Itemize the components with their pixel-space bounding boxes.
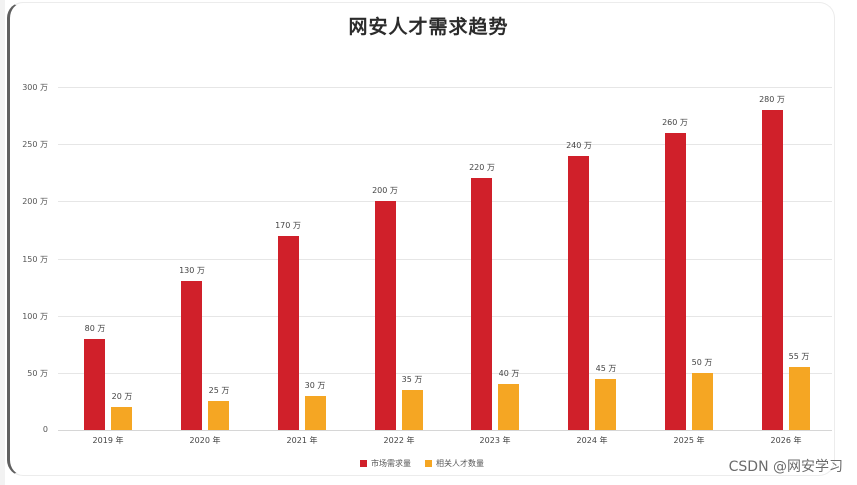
bar-demand[interactable] [762, 110, 783, 430]
bar-talent[interactable] [208, 401, 229, 430]
x-tick-label: 2026 年 [770, 436, 802, 445]
x-tick-label: 2024 年 [576, 436, 608, 445]
gridline [58, 87, 832, 88]
y-tick-label: 100 万 [22, 312, 48, 321]
bar-demand[interactable] [181, 281, 202, 430]
x-tick-label: 2022 年 [383, 436, 415, 445]
x-tick-label: 2019 年 [92, 436, 124, 445]
gridline [58, 316, 832, 317]
bar-demand[interactable] [375, 201, 396, 430]
bar-value-label: 200 万 [372, 186, 398, 195]
bar-value-label: 55 万 [788, 352, 810, 361]
bar-value-label: 30 万 [304, 381, 326, 390]
chart-legend: 市场需求量 相关人才数量 [360, 458, 498, 469]
bar-value-label: 280 万 [759, 95, 785, 104]
bar-value-label: 80 万 [84, 324, 106, 333]
gridline [58, 144, 832, 145]
bar-talent[interactable] [498, 384, 519, 430]
bar-talent[interactable] [789, 367, 810, 430]
bar-value-label: 170 万 [275, 221, 301, 230]
bar-value-label: 35 万 [401, 375, 423, 384]
y-tick-label: 250 万 [22, 140, 48, 149]
bar-talent[interactable] [402, 390, 423, 430]
bar-value-label: 40 万 [498, 369, 520, 378]
x-tick-label: 2021 年 [286, 436, 318, 445]
bar-demand[interactable] [665, 133, 686, 430]
bar-value-label: 50 万 [691, 358, 713, 367]
bar-talent[interactable] [595, 379, 616, 430]
gridline [58, 373, 832, 374]
bar-value-label: 20 万 [111, 392, 133, 401]
x-tick-label: 2020 年 [189, 436, 221, 445]
csdn-watermark: CSDN @网安学习 [728, 459, 843, 475]
bar-talent[interactable] [111, 407, 132, 430]
bar-talent[interactable] [305, 396, 326, 430]
x-tick-label: 2025 年 [673, 436, 705, 445]
y-tick-label: 150 万 [22, 255, 48, 264]
legend-swatch-talent [425, 460, 432, 467]
bar-value-label: 240 万 [566, 141, 592, 150]
bar-value-label: 25 万 [208, 386, 230, 395]
bar-demand[interactable] [471, 178, 492, 430]
bar-value-label: 260 万 [662, 118, 688, 127]
bar-demand[interactable] [568, 156, 589, 430]
bar-talent[interactable] [692, 373, 713, 430]
bar-demand[interactable] [278, 236, 299, 430]
y-tick-label: 300 万 [22, 83, 48, 92]
legend-swatch-demand [360, 460, 367, 467]
bar-value-label: 220 万 [469, 163, 495, 172]
gridline [58, 201, 832, 202]
legend-label-talent: 相关人才数量 [436, 459, 484, 468]
page-left-stripe [0, 0, 5, 485]
y-tick-label: 0 [42, 425, 48, 434]
legend-label-demand: 市场需求量 [371, 459, 411, 468]
chart-title: 网安人才需求趋势 [348, 16, 509, 38]
bar-value-label: 130 万 [179, 266, 205, 275]
legend-item-demand[interactable]: 市场需求量 [360, 458, 411, 469]
gridline [58, 430, 832, 431]
y-tick-label: 50 万 [27, 369, 48, 378]
bar-demand[interactable] [84, 339, 105, 430]
gridline [58, 259, 832, 260]
legend-item-talent[interactable]: 相关人才数量 [425, 458, 484, 469]
bar-value-label: 45 万 [595, 364, 617, 373]
x-tick-label: 2023 年 [479, 436, 511, 445]
y-tick-label: 200 万 [22, 197, 48, 206]
